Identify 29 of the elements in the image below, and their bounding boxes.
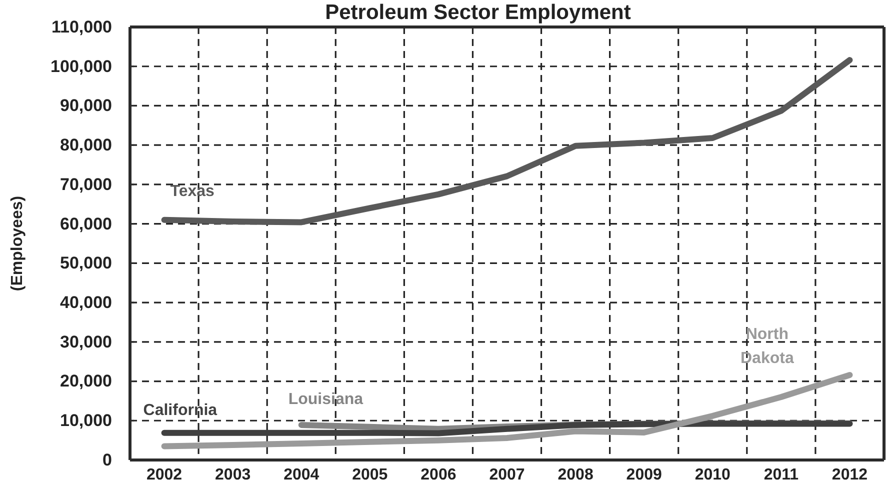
x-tick-label: 2008 bbox=[558, 466, 594, 484]
x-tick-label: 2005 bbox=[352, 466, 388, 484]
x-tick-label: 2006 bbox=[420, 466, 456, 484]
series-label: Louisiana bbox=[288, 390, 364, 408]
x-tick-label: 2011 bbox=[764, 466, 799, 484]
x-tick-label: 2004 bbox=[284, 466, 320, 484]
chart-title: Petroleum Sector Employment bbox=[325, 1, 631, 24]
x-tick-label: 2002 bbox=[146, 466, 182, 484]
y-tick-label: 40,000 bbox=[60, 292, 112, 312]
series-label: Texas bbox=[170, 182, 215, 200]
y-tick-label: 0 bbox=[102, 450, 112, 470]
x-tick-label: 2009 bbox=[626, 466, 662, 484]
y-axis-title: (Employees) bbox=[9, 196, 26, 292]
y-tick-label: 10,000 bbox=[60, 411, 112, 430]
y-tick-label: 70,000 bbox=[60, 174, 112, 194]
y-tick-label: 110,000 bbox=[51, 17, 112, 36]
x-tick-label: 2003 bbox=[215, 466, 251, 484]
series-label: California bbox=[143, 402, 218, 419]
y-tick-label: 80,000 bbox=[60, 136, 112, 155]
series-label: North Dakota bbox=[740, 326, 794, 368]
y-tick-label: 20,000 bbox=[60, 372, 112, 391]
x-tick-label: 2007 bbox=[489, 466, 525, 484]
x-tick-label: 2012 bbox=[832, 466, 868, 484]
y-tick-label: 60,000 bbox=[60, 214, 112, 234]
y-tick-label: 30,000 bbox=[60, 332, 112, 352]
y-tick-label: 50,000 bbox=[60, 254, 112, 273]
y-tick-label: 90,000 bbox=[60, 96, 112, 116]
y-tick-label: 100,000 bbox=[50, 56, 112, 76]
x-tick-label: 2010 bbox=[694, 466, 731, 484]
